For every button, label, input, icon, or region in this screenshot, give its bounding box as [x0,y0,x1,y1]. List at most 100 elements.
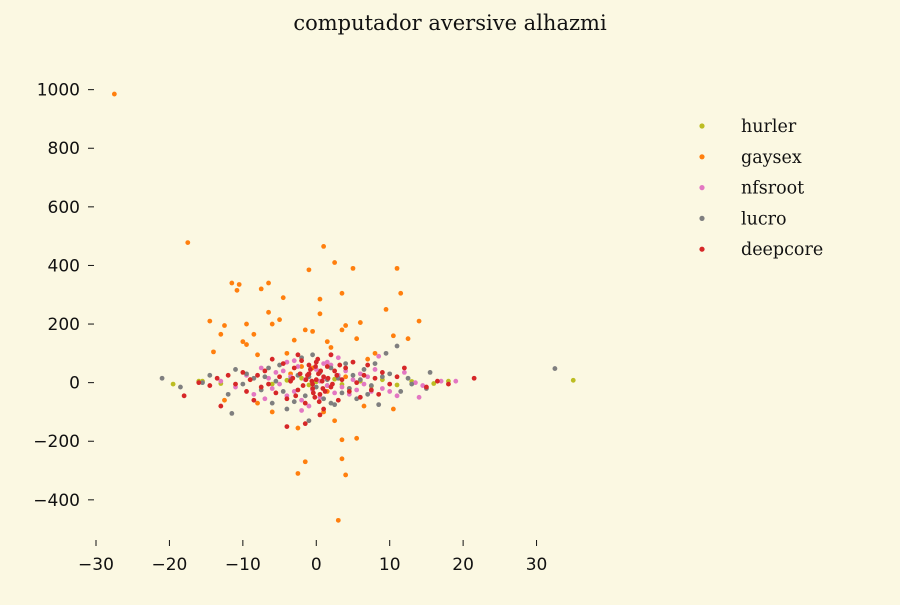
data-point [405,336,411,342]
data-point [328,352,334,358]
data-point [321,361,327,366]
data-point [280,295,286,301]
data-point [284,377,290,383]
data-point [324,364,330,369]
data-point [269,356,275,362]
data-point [365,374,371,380]
data-point [325,375,331,381]
y-axis: −400 −200 0 200 400 600 800 1000 [33,81,94,511]
data-point [471,375,477,381]
data-point [387,371,393,377]
data-point [258,384,264,390]
data-point [324,383,330,388]
data-point [339,290,345,296]
legend: hurler gaysex nfsroot lucro deepcore [699,117,823,260]
data-point [398,290,404,296]
data-point [280,389,286,394]
data-point [244,371,249,377]
data-point [266,365,271,371]
legend-marker [699,154,705,160]
data-point [291,389,297,394]
data-point [295,364,301,369]
data-point [324,339,330,345]
data-point [178,384,183,390]
data-point [339,384,345,390]
data-point [339,437,345,443]
data-point [368,383,374,388]
data-point [236,282,242,287]
data-point [305,372,310,378]
data-point [354,396,360,402]
data-point [394,343,400,349]
data-point [302,459,308,465]
data-point [332,390,338,396]
data-point [306,403,312,409]
y-tick-label: 200 [48,315,80,335]
data-point [394,382,400,388]
x-tick-label: 30 [526,555,548,575]
series-deepcore [181,352,477,429]
data-point [398,389,404,394]
chart-title: computador aversive alhazmi [293,11,607,35]
data-point [379,374,385,380]
data-point [394,265,400,271]
y-tick-label: −400 [33,491,80,511]
data-point [302,393,308,399]
data-point [321,396,327,402]
data-point [234,287,240,293]
data-point [258,286,264,292]
y-tick-label: −200 [33,432,80,452]
data-point [284,359,290,365]
data-point [427,369,433,375]
data-point [277,374,282,380]
data-point [357,377,363,383]
data-point [332,260,338,265]
x-tick-label: −10 [225,555,261,575]
data-point [416,394,422,400]
data-point [258,365,264,371]
data-point [302,327,308,333]
legend-label: hurler [741,117,797,137]
data-point [255,372,260,378]
y-tick-label: 800 [48,139,80,159]
data-point [313,364,318,369]
data-point [413,380,418,386]
data-point [376,353,382,359]
data-point [376,391,382,397]
data-point [240,339,246,345]
data-point [357,320,363,325]
data-point [284,406,290,412]
data-point [321,406,327,412]
data-point [295,425,301,431]
data-point [269,400,275,406]
data-point [313,384,319,390]
data-point [207,383,213,388]
data-point [365,391,371,397]
data-point [291,337,297,343]
data-point [424,384,429,390]
y-tick-label: 1000 [37,81,80,101]
data-point [383,306,389,312]
data-point [255,400,260,406]
x-axis: −30 −20 −10 0 10 20 30 [78,540,547,575]
data-point [409,381,415,387]
legend-marker [699,246,705,252]
data-point [383,350,389,356]
data-point [299,364,304,369]
data-point [339,456,345,462]
data-point [240,381,246,387]
legend-label: deepcore [741,240,823,260]
data-point [247,377,253,383]
data-point [244,389,249,394]
data-point [277,362,282,368]
data-point [302,421,308,427]
data-point [372,375,378,381]
y-tick-label: 400 [48,256,80,276]
data-point [266,280,271,286]
data-point [354,380,360,386]
data-point [266,309,271,315]
data-point [394,393,400,399]
data-point [318,368,324,374]
data-point [306,267,312,273]
